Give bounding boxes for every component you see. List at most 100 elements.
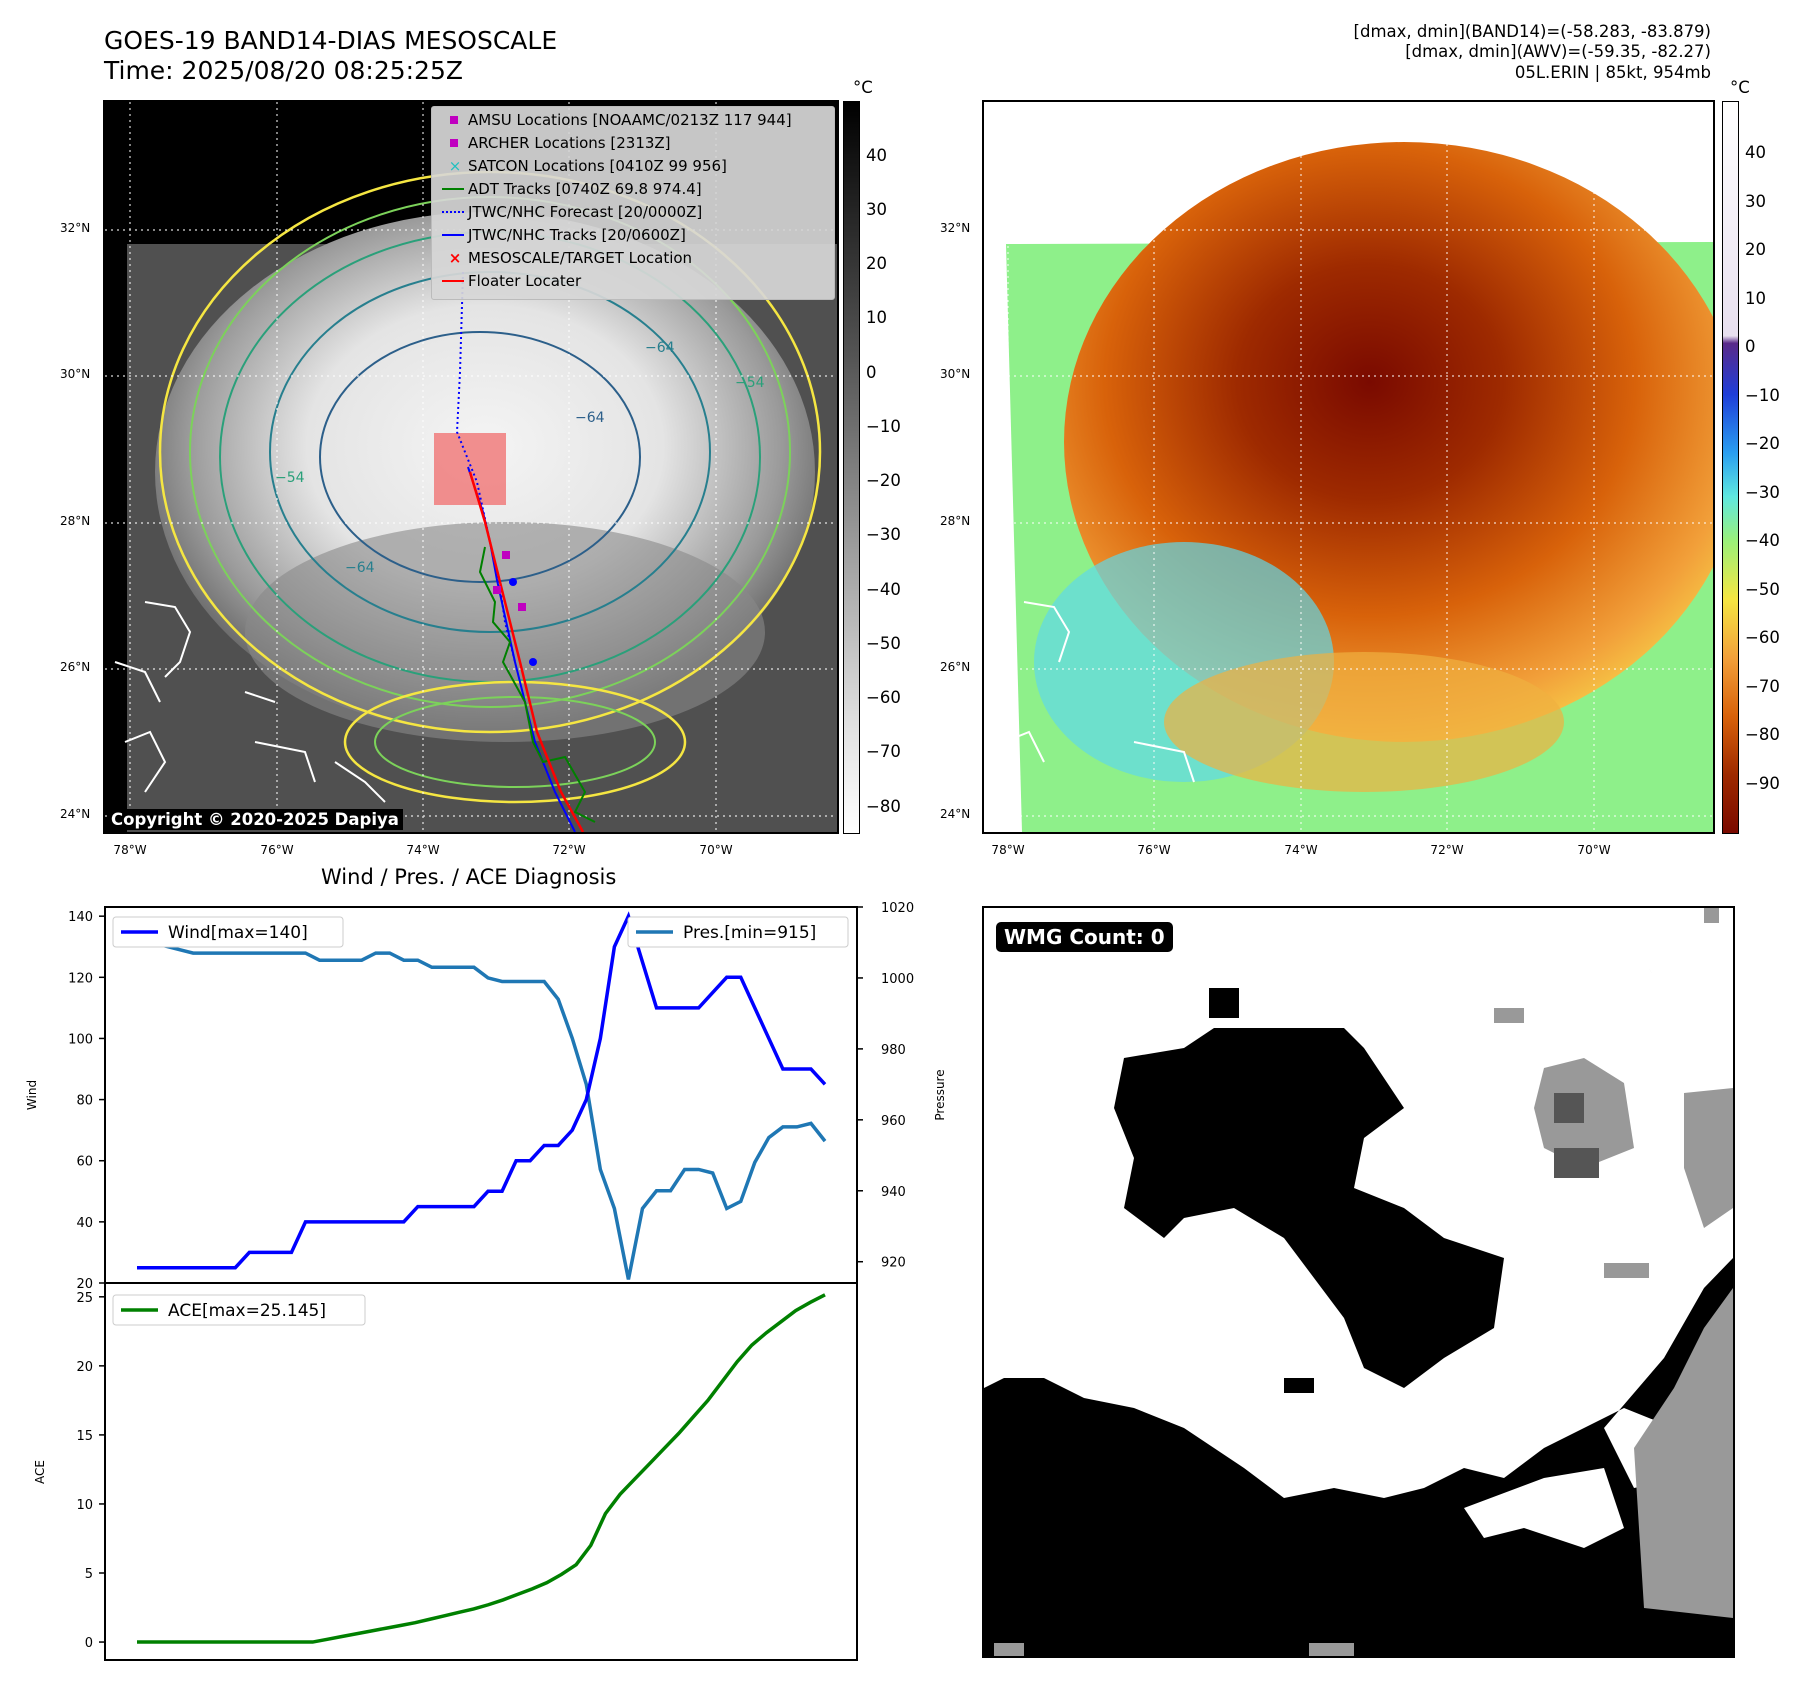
- wmg-panel: WMG Count: 0: [982, 906, 1735, 1658]
- dotted-line-icon: [442, 211, 464, 213]
- chart-time: Time: 2025/08/20 08:25:25Z: [104, 56, 463, 85]
- ir-map-panel: −64 −64 −64 −54 −54 AMSU Locations [NOAA…: [103, 100, 839, 834]
- pressure-tick-label: 1000: [881, 972, 914, 987]
- lon-label: 74°W: [1284, 843, 1318, 857]
- pressure-legend-label: Pres.[min=915]: [683, 923, 816, 943]
- awv-colorbar-tick: −80: [1745, 725, 1780, 744]
- awv-colorbar-tick: −10: [1745, 386, 1780, 405]
- lat-label: 26°N: [940, 660, 971, 674]
- awv-map: [984, 102, 1713, 832]
- ir-colorbar-tick: −10: [866, 417, 901, 436]
- lat-label: 26°N: [60, 660, 91, 674]
- pressure-axis-label: Pressure: [933, 1069, 947, 1120]
- ace-tick-label: 15: [76, 1429, 93, 1444]
- ir-legend: AMSU Locations [NOAAMC/0213Z 117 944] AR…: [431, 106, 835, 300]
- ace-axis-label: ACE: [33, 1460, 47, 1484]
- ace-plot-frame: [104, 1282, 858, 1661]
- wind-tick-label: 20: [76, 1277, 93, 1292]
- lat-label: 30°N: [940, 367, 971, 381]
- line-marker-icon: [442, 280, 464, 282]
- square-marker-icon: [450, 116, 458, 124]
- ace-legend-label: ACE[max=25.145]: [168, 1301, 326, 1321]
- legend-item-forecast: JTWC/NHC Forecast [20/0000Z]: [442, 203, 702, 221]
- awv-colorbar: [1722, 101, 1739, 834]
- pressure-series-line: [137, 922, 827, 1280]
- ace-tick-label: 25: [76, 1291, 93, 1306]
- pressure-tick-label: 980: [881, 1043, 906, 1058]
- wind-tick-label: 80: [76, 1094, 93, 1109]
- lat-label: 32°N: [940, 221, 971, 235]
- ir-colorbar-tick: 30: [866, 200, 887, 219]
- awv-colorbar-tick: 40: [1745, 143, 1766, 162]
- storm-info: 05L.ERIN | 85kt, 954mb: [1514, 63, 1711, 82]
- wind-plot-frame: [104, 906, 858, 1284]
- wind-tick-label: 60: [76, 1155, 93, 1170]
- awv-range: [dmax, dmin](AWV)=(-59.35, -82.27): [1405, 42, 1711, 61]
- legend-item-satcon: × SATCON Locations [0410Z 99 956]: [442, 157, 727, 175]
- legend-item-archer: ARCHER Locations [2313Z]: [442, 134, 671, 152]
- ir-colorbar-tick: −70: [866, 742, 901, 761]
- lon-label: 70°W: [699, 843, 733, 857]
- lon-label: 78°W: [991, 843, 1025, 857]
- awv-colorbar-tick: −20: [1745, 434, 1780, 453]
- lon-label: 76°W: [260, 843, 294, 857]
- ace-legend-box: [112, 1294, 366, 1326]
- wmg-grid: [984, 908, 1733, 1656]
- legend-item-adt: ADT Tracks [0740Z 69.8 974.4]: [442, 180, 702, 198]
- contour-label: −54: [275, 470, 305, 486]
- ir-colorbar-tick: −20: [866, 471, 901, 490]
- ir-colorbar-tick: 20: [866, 254, 887, 273]
- wmg-count-badge: WMG Count: 0: [996, 922, 1173, 952]
- ir-colorbar-tick: 40: [866, 146, 887, 165]
- ir-colorbar-tick: 0: [866, 363, 877, 382]
- wind-tick-label: 140: [68, 910, 93, 925]
- awv-colorbar-tick: −30: [1745, 483, 1780, 502]
- lat-label: 32°N: [60, 221, 91, 235]
- ace-tick-label: 0: [85, 1636, 93, 1651]
- band14-range: [dmax, dmin](BAND14)=(-58.283, -83.879): [1353, 22, 1711, 41]
- ace-tick-label: 20: [76, 1360, 93, 1375]
- wind-tick-label: 100: [68, 1032, 93, 1047]
- wind-series-line: [137, 911, 827, 1270]
- copyright: Copyright © 2020-2025 Dapiya: [107, 809, 403, 830]
- line-dot-icon: [442, 234, 464, 236]
- wind-legend-box: [112, 916, 344, 948]
- ir-colorbar-tick: −80: [866, 797, 901, 816]
- ir-map: −64 −64 −64 −54 −54: [105, 102, 837, 832]
- awv-colorbar-tick: 10: [1745, 289, 1766, 308]
- line-marker-icon: [442, 188, 464, 190]
- ir-colorbar-tick: −60: [866, 688, 901, 707]
- awv-colorbar-tick: 0: [1745, 337, 1756, 356]
- ir-colorbar-tick: 10: [866, 308, 887, 327]
- contour-label: −64: [345, 560, 375, 576]
- pressure-tick-label: 960: [881, 1114, 906, 1129]
- awv-colorbar-tick: −90: [1745, 774, 1780, 793]
- awv-map-panel: [982, 100, 1715, 834]
- lat-label: 28°N: [940, 514, 971, 528]
- ace-series-line: [137, 1293, 826, 1644]
- legend-item-target: × MESOSCALE/TARGET Location: [442, 249, 692, 267]
- x-marker-icon: ×: [448, 249, 462, 267]
- awv-colorbar-tick: −60: [1745, 628, 1780, 647]
- lat-label: 28°N: [60, 514, 91, 528]
- awv-colorbar-tick: 30: [1745, 192, 1766, 211]
- diag-title: Wind / Pres. / ACE Diagnosis: [321, 865, 617, 889]
- wind-tick-label: 120: [68, 971, 93, 986]
- lon-label: 72°W: [552, 843, 586, 857]
- x-marker-icon: ×: [448, 157, 462, 175]
- wind-tick-label: 40: [76, 1216, 93, 1231]
- legend-item-floater: Floater Locater: [442, 272, 581, 290]
- pressure-tick-label: 940: [881, 1185, 906, 1200]
- lon-label: 74°W: [406, 843, 440, 857]
- awv-colorbar-unit: °C: [1730, 78, 1750, 97]
- contour-label: −64: [645, 340, 675, 356]
- lon-label: 72°W: [1430, 843, 1464, 857]
- lon-label: 76°W: [1137, 843, 1171, 857]
- wind-legend-label: Wind[max=140]: [168, 923, 308, 943]
- ace-tick-label: 5: [85, 1567, 93, 1582]
- lat-label: 30°N: [60, 367, 91, 381]
- lon-label: 78°W: [113, 843, 147, 857]
- pressure-tick-label: 920: [881, 1256, 906, 1271]
- awv-colorbar-tick: −50: [1745, 580, 1780, 599]
- lon-label: 70°W: [1577, 843, 1611, 857]
